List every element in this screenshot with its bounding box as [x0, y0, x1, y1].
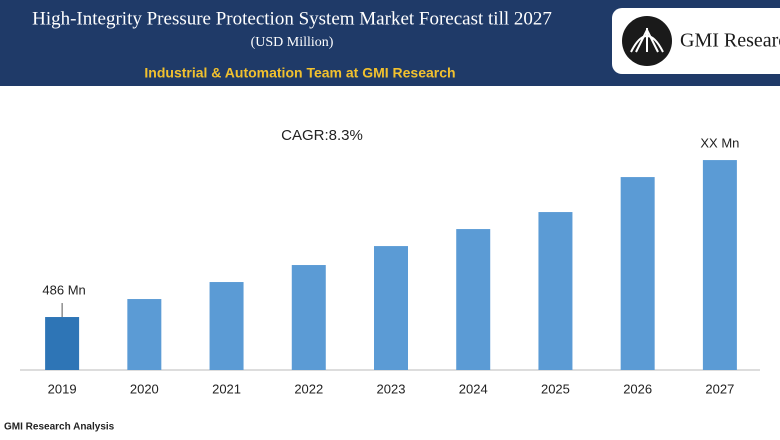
value-label: 486 Mn	[42, 282, 85, 297]
team-line: Industrial & Automation Team at GMI Rese…	[144, 65, 455, 81]
bar	[127, 299, 162, 370]
x-tick-label: 2022	[294, 381, 323, 396]
bar	[209, 282, 244, 370]
x-tick-label: 2025	[541, 381, 570, 396]
bar	[291, 265, 326, 370]
x-tick-label: 2026	[623, 381, 652, 396]
bar	[620, 177, 655, 370]
bar	[702, 160, 737, 370]
x-tick-label: 2019	[48, 381, 77, 396]
x-tick-label: 2024	[459, 381, 488, 396]
x-tick-label: 2020	[130, 381, 159, 396]
chart-subtitle: (USD Million)	[251, 35, 334, 50]
value-label: XX Mn	[700, 136, 739, 151]
logo-text: GMI Research	[680, 30, 780, 52]
cagr-annotation: CAGR:8.3%	[281, 127, 363, 144]
bar	[538, 212, 573, 370]
bar	[374, 246, 408, 370]
bar	[45, 317, 80, 370]
x-tick-label: 2021	[212, 381, 241, 396]
bar	[456, 229, 491, 370]
source-note: GMI Research Analysis	[4, 422, 115, 433]
chart-title: High-Integrity Pressure Protection Syste…	[32, 8, 552, 29]
x-tick-label: 2027	[705, 381, 734, 396]
logo-mark	[630, 27, 664, 53]
x-tick-label: 2023	[377, 381, 406, 396]
